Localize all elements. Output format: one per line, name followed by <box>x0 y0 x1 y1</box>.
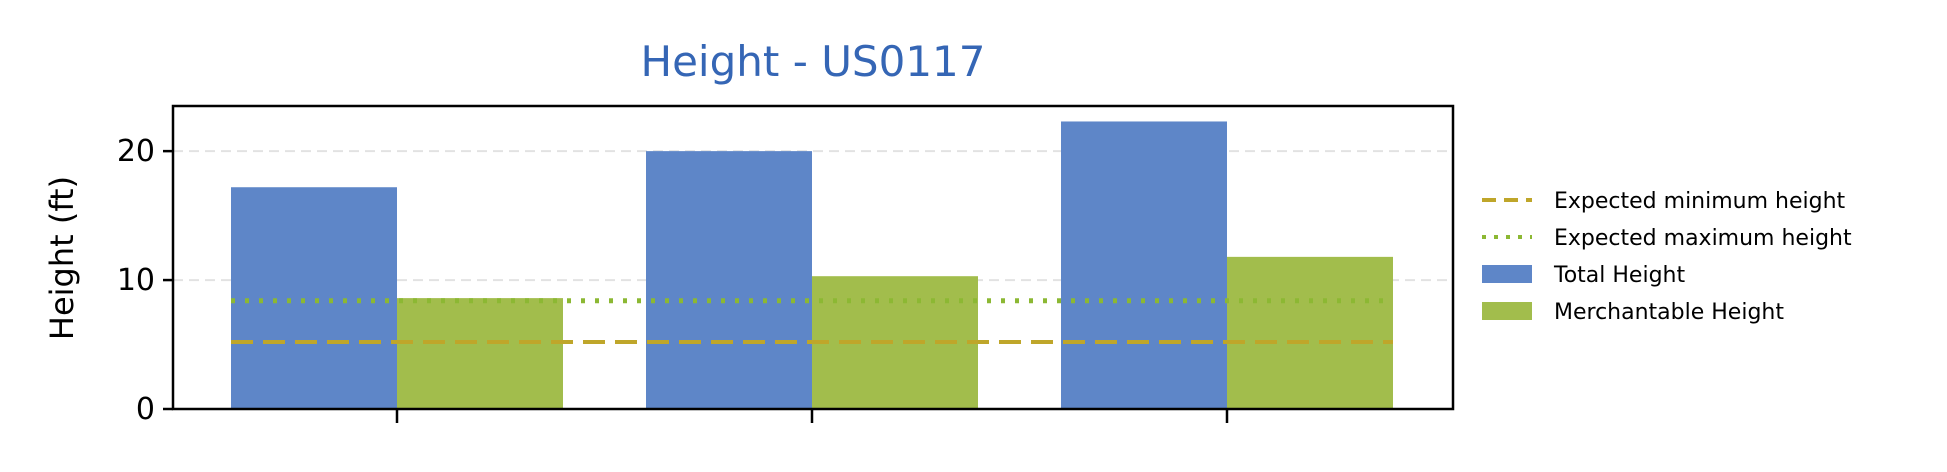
legend: Expected minimum height Expected maximum … <box>1482 189 1852 325</box>
legend-label: Expected minimum height <box>1554 189 1846 214</box>
reference-lines <box>231 298 1393 344</box>
legend-label: Merchantable Height <box>1554 300 1784 325</box>
y-tick-label: 0 <box>136 392 155 427</box>
bar <box>1227 256 1393 409</box>
y-tick-label: 20 <box>117 134 155 169</box>
legend-swatch <box>1482 265 1532 283</box>
y-axis-ticks: 0 10 20 <box>117 134 173 427</box>
bar <box>231 187 397 409</box>
chart-title: Height - US0117 <box>641 37 986 86</box>
bar <box>646 151 812 409</box>
x-axis-ticks <box>395 409 1229 423</box>
legend-swatch <box>1482 302 1532 320</box>
legend-label: Total Height <box>1553 263 1685 288</box>
bars <box>231 121 1393 409</box>
bar <box>1061 121 1227 409</box>
y-tick-label: 10 <box>117 263 155 298</box>
legend-label: Expected maximum height <box>1554 226 1852 251</box>
y-axis-label: Height (ft) <box>43 176 81 340</box>
bar <box>397 298 563 409</box>
